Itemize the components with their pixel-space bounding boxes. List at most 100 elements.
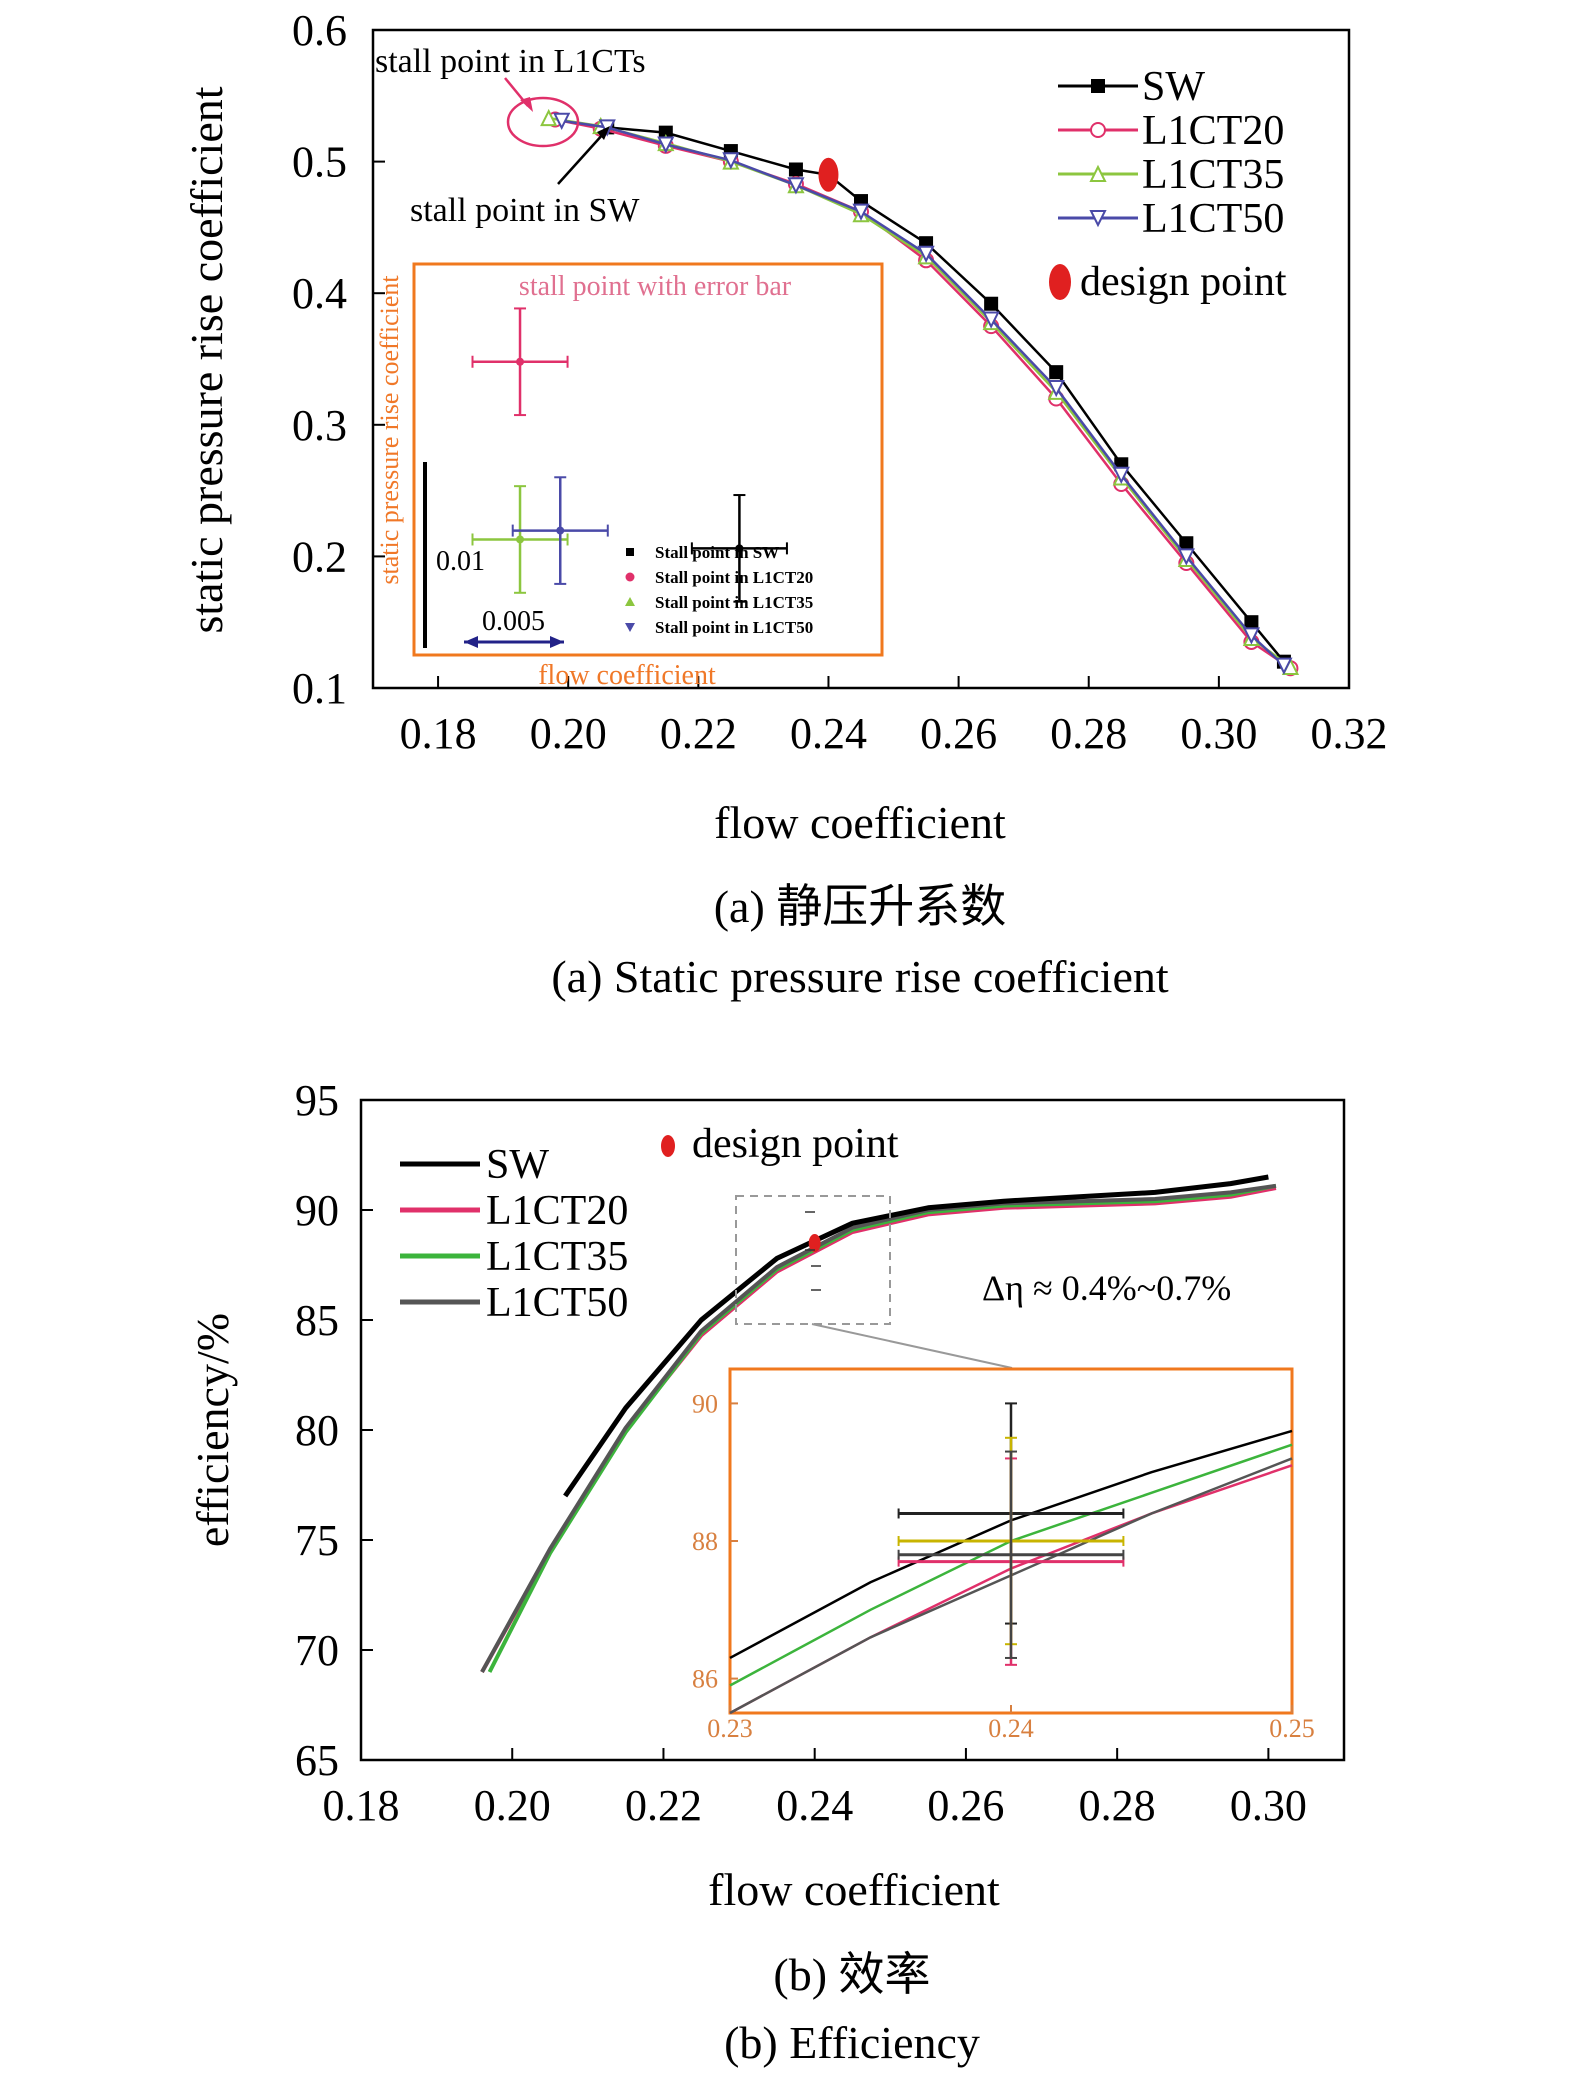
inset-a-scale-y-label: 0.01 <box>436 546 485 577</box>
legend-label-L1CT35: L1CT35 <box>486 1234 628 1280</box>
series-point-SW <box>1049 365 1064 380</box>
y-tick-label: 65 <box>295 1736 339 1785</box>
series-point-L1CT50 <box>917 245 935 263</box>
x-tick-label: 0.18 <box>400 709 477 758</box>
x-tick-label: 0.24 <box>776 1781 853 1830</box>
legend-label-L1CT50: L1CT50 <box>1142 196 1284 242</box>
x-tick-label: 0.22 <box>660 709 737 758</box>
inset-legend-marker <box>625 597 635 606</box>
chart-a-series <box>540 108 1300 677</box>
series-point-L1CT50 <box>1242 627 1261 645</box>
legend-design-point-marker <box>1049 264 1071 300</box>
y-tick-label: 75 <box>295 1516 339 1565</box>
stall-point-L1CT20 <box>516 357 525 366</box>
inset-x-tick-label: 0.24 <box>988 1714 1034 1743</box>
inset-a-title: stall point with error bar <box>519 271 792 302</box>
inset-y-tick-label: 90 <box>692 1389 718 1418</box>
inset-legend-marker <box>625 623 635 632</box>
x-tick-label: 0.32 <box>1311 709 1388 758</box>
chart-b-inset: 0.23 0.24 0.25 86 88 90 <box>692 1367 1315 1743</box>
series-point-SW <box>1179 536 1194 551</box>
y-tick-label: 70 <box>295 1626 339 1675</box>
x-tick-label: 0.26 <box>920 709 997 758</box>
stall-l1cts-label: stall point in L1CTs <box>375 43 646 80</box>
y-tick-label: 0.4 <box>292 269 347 318</box>
legend-design-point-label: design point <box>1080 259 1287 305</box>
series-point-L1CT50 <box>657 136 675 154</box>
series-point-SW <box>1244 615 1259 630</box>
series-point-SW <box>984 296 999 311</box>
stall-point-L1CT35 <box>516 535 525 544</box>
chart-b-axes: 0.18 0.20 0.22 0.24 0.26 0.28 0.30 65 70 75 80 85 90… <box>295 1076 1307 1830</box>
stall-l1cts-arrowhead <box>520 97 533 112</box>
legend-marker-SW <box>1091 79 1105 93</box>
stall-sw-arrowhead <box>597 126 610 140</box>
series-point-SW <box>658 125 673 140</box>
series-point-L1CT50 <box>553 112 571 131</box>
zoom-connector <box>811 1323 1013 1369</box>
inset-y-tick-label: 88 <box>692 1527 718 1556</box>
chart-b-xlabel: flow coefficient <box>708 1864 1000 1915</box>
stall-l1cts-circle <box>506 96 580 148</box>
inset-y-tick-label: 86 <box>692 1665 718 1694</box>
inset-legend-label: Stall point in L1CT35 <box>655 593 813 612</box>
inset-legend-marker <box>625 572 635 582</box>
inset-legend-marker <box>626 548 634 556</box>
chart-b-caption-en: (b) Efficiency <box>724 2017 980 2068</box>
x-tick-label: 0.20 <box>474 1781 551 1830</box>
inset-a-scale-x-arrow-right <box>550 636 564 648</box>
chart-b-ylabel: efficiency/% <box>187 1313 238 1547</box>
legend-marker-L1CT35 <box>1089 164 1107 182</box>
chart-b: 0.18 0.20 0.22 0.24 0.26 0.28 0.30 65 70 75 80 85 90… <box>187 1076 1346 2068</box>
legend-design-point-label: design point <box>692 1121 899 1167</box>
stall-point-SW <box>735 544 744 553</box>
x-tick-label: 0.26 <box>927 1781 1004 1830</box>
chart-a-ylabel: static pressure rise coefficient <box>181 86 232 633</box>
x-tick-label: 0.28 <box>1050 709 1127 758</box>
zoom-box <box>735 1195 891 1325</box>
series-line-SW <box>563 1174 1269 1498</box>
x-tick-label: 0.24 <box>790 709 867 758</box>
inset-a-legend: Stall point in SW Stall point in L1CT20 St… <box>625 543 813 637</box>
inset-x-tick-label: 0.25 <box>1269 1714 1315 1743</box>
design-point-marker <box>808 1234 821 1252</box>
series-point-L1CT50 <box>1275 657 1293 675</box>
chart-a-caption-cn: (a) 静压升系数 <box>714 881 1007 932</box>
stall-sw-arrow <box>557 132 605 185</box>
y-tick-label: 85 <box>295 1296 339 1345</box>
chart-a-xlabel: flow coefficient <box>714 797 1006 848</box>
y-tick-label: 95 <box>295 1076 339 1125</box>
chart-b-series <box>480 1174 1277 1673</box>
series-point-L1CT50 <box>1112 466 1130 485</box>
legend-label-L1CT50: L1CT50 <box>486 1280 628 1326</box>
series-point-L1CT50 <box>722 152 740 170</box>
delta-eta-annotation: Δη ≈ 0.4%~0.7% <box>982 1268 1231 1308</box>
series-line-L1CT50 <box>480 1183 1277 1673</box>
x-tick-label: 0.28 <box>1079 1781 1156 1830</box>
y-tick-label: 0.1 <box>292 664 347 713</box>
legend-label-L1CT35: L1CT35 <box>1142 152 1284 198</box>
chart-a-frame <box>371 28 1351 690</box>
series-line-L1CT35 <box>487 1183 1277 1673</box>
legend-label-L1CT20: L1CT20 <box>1142 108 1284 154</box>
inset-legend-label: Stall point in L1CT50 <box>655 618 813 637</box>
series-point-L1CT50 <box>982 311 1000 329</box>
y-tick-label: 80 <box>295 1406 339 1455</box>
y-tick-label: 90 <box>295 1186 339 1235</box>
y-tick-label: 0.6 <box>292 6 347 55</box>
y-tick-label: 0.2 <box>292 532 347 581</box>
series-point-L1CT50 <box>852 203 870 221</box>
series-point-L1CT50 <box>787 177 805 195</box>
inset-b-content: 0.23 0.24 0.25 86 88 90 <box>692 1389 1315 1743</box>
y-tick-label: 0.3 <box>292 401 347 450</box>
chart-b-caption-cn: (b) 效率 <box>773 1949 930 2000</box>
chart-a-inset: stall point with error bar flow coeffici… <box>375 262 884 691</box>
inset-a-frame <box>412 262 884 657</box>
y-tick-label: 0.5 <box>292 138 347 187</box>
chart-a: 0.18 0.20 0.22 0.24 0.26 0.28 0.30 0.32 0.1 0.2 0.… <box>181 6 1388 1002</box>
inset-a-scale-x-arrow-left <box>464 636 478 648</box>
inset-a-xlabel: flow coefficient <box>538 660 716 691</box>
